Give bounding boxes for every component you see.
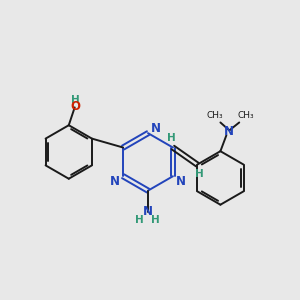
Text: H: H [195, 169, 204, 179]
Text: CH₃: CH₃ [206, 111, 223, 120]
Text: N: N [224, 125, 234, 138]
Text: H: H [151, 215, 159, 225]
Text: H: H [71, 95, 80, 106]
Text: N: N [110, 175, 120, 188]
Text: O: O [71, 100, 81, 113]
Text: N: N [151, 122, 161, 135]
Text: N: N [176, 175, 186, 188]
Text: CH₃: CH₃ [238, 111, 254, 120]
Text: H: H [167, 133, 175, 142]
Text: H: H [135, 215, 143, 225]
Text: N: N [143, 205, 153, 218]
